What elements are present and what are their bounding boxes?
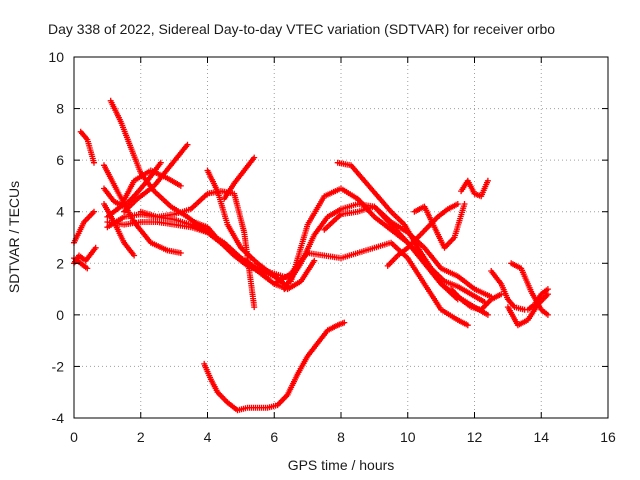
series-pass-d [77, 128, 97, 166]
series-pass-h [101, 159, 164, 210]
series-pass-ac [504, 291, 551, 329]
series-pass-v [334, 159, 488, 305]
series-pass-j [121, 141, 191, 215]
plus-markers [191, 219, 278, 280]
grid [74, 57, 608, 418]
series-pass-y [458, 177, 491, 200]
plus-markers [77, 128, 97, 166]
plus-markers [321, 203, 495, 300]
data-points [71, 97, 551, 414]
plus-markers [524, 286, 551, 313]
x-tick-label: 14 [533, 429, 549, 445]
plus-markers [137, 188, 258, 311]
series-pass-u [321, 203, 495, 300]
y-tick-label: -2 [52, 358, 65, 374]
y-tick-label: 8 [56, 101, 64, 117]
plus-markers [201, 319, 348, 414]
plus-markers [101, 159, 164, 210]
plus-markers [204, 167, 291, 290]
x-axis-label: GPS time / hours [288, 457, 395, 473]
y-axis-label: SDTVAR / TECUs [6, 181, 22, 293]
y-tick-label: 10 [48, 49, 64, 65]
plus-markers [334, 159, 488, 305]
plus-markers [504, 291, 551, 329]
y-tick-label: 2 [56, 255, 64, 271]
y-tick-label: -4 [52, 410, 65, 426]
series-pass-aa [488, 268, 528, 313]
series-pass-o [204, 167, 291, 290]
x-tick-label: 12 [467, 429, 483, 445]
series-pass-p [221, 154, 258, 202]
x-tick-label: 6 [270, 429, 278, 445]
plus-markers [121, 141, 191, 215]
axis-ticks: 0 2 4 6 8 10 12 14 16 -4 -2 0 2 4 6 8 10 [48, 49, 616, 445]
series-pass-q [201, 319, 348, 414]
x-tick-label: 0 [70, 429, 78, 445]
plus-markers [411, 201, 468, 251]
series-pass-x [411, 201, 468, 251]
series-pass-m [137, 188, 258, 311]
x-tick-label: 2 [137, 429, 145, 445]
plus-markers [448, 286, 505, 313]
y-tick-label: 6 [56, 152, 64, 168]
x-tick-label: 16 [600, 429, 616, 445]
y-tick-label: 0 [56, 307, 64, 323]
plus-markers [458, 177, 491, 200]
series-pass-a [71, 208, 97, 246]
series-pass-n [191, 219, 278, 280]
x-tick-label: 10 [400, 429, 416, 445]
plus-markers [488, 268, 528, 313]
series-pass-ad [524, 286, 551, 313]
y-tick-label: 4 [56, 204, 64, 220]
chart-title: Day 338 of 2022, Sidereal Day-to-day VTE… [48, 21, 555, 37]
x-tick-label: 4 [204, 429, 212, 445]
plus-markers [221, 154, 258, 202]
x-tick-label: 8 [337, 429, 345, 445]
series-pass-z [448, 286, 505, 313]
plus-markers [71, 208, 97, 246]
